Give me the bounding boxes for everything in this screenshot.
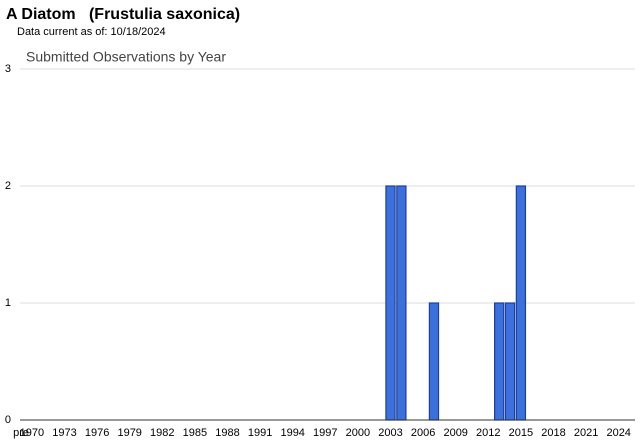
x-tick-label: 2003 [378, 427, 402, 439]
bar [494, 302, 505, 421]
y-tick-label: 2 [5, 180, 11, 192]
bar [504, 302, 516, 421]
y-tick-label: 3 [5, 63, 11, 75]
x-tick-label: 1970 [20, 427, 44, 439]
x-tick-label: 1976 [85, 427, 109, 439]
bar [385, 185, 396, 421]
bar [396, 185, 407, 421]
x-tick-label: 1991 [248, 427, 272, 439]
x-tick-label: 1988 [215, 427, 239, 439]
subtitle: Data current as of: 10/18/2024 [17, 26, 166, 38]
x-tick-label: 1973 [52, 427, 76, 439]
bar [428, 302, 440, 421]
x-tick-label: 2000 [346, 427, 370, 439]
y-tick-label: 0 [5, 414, 11, 426]
x-tick-label: 1979 [117, 427, 141, 439]
x-tick-label: 1994 [280, 427, 304, 439]
x-tick-label: 1997 [313, 427, 337, 439]
x-tick-label: pre [13, 427, 29, 439]
x-tick-label: 2006 [411, 427, 435, 439]
x-tick-label: 2009 [443, 427, 467, 439]
x-tick-label: 2015 [509, 427, 533, 439]
x-tick-label: 1982 [150, 427, 174, 439]
y-tick-label: 1 [5, 297, 11, 309]
x-tick-label: 1985 [183, 427, 207, 439]
x-tick-label: 2021 [574, 427, 598, 439]
x-tick-label: 2018 [541, 427, 565, 439]
x-tick-label: 2012 [476, 427, 500, 439]
x-tick-label: 2024 [606, 427, 630, 439]
bar [515, 185, 527, 421]
chart-title: Submitted Observations by Year [26, 49, 226, 65]
page-title: A Diatom (Frustulia saxonica) [6, 6, 240, 23]
